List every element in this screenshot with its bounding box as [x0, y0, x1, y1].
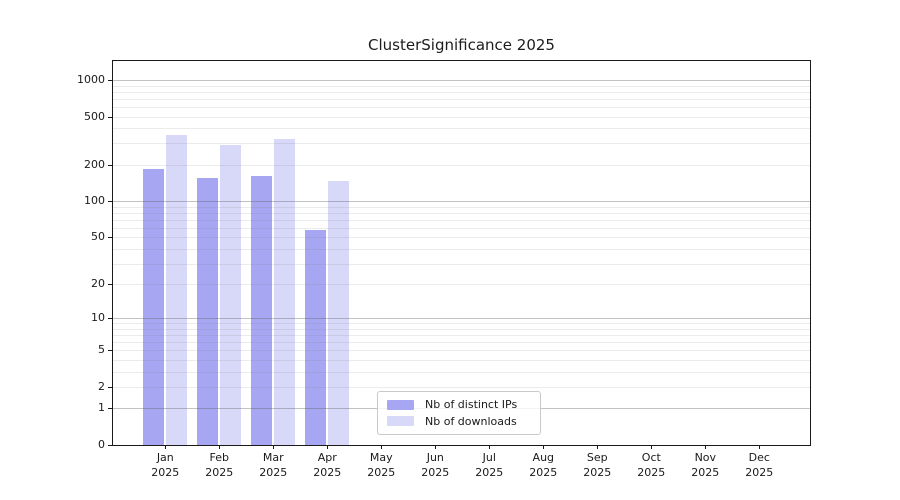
bar-feb-distinct-ips — [197, 177, 219, 445]
x-tick-mark-apr — [327, 445, 329, 449]
y-tick-mark-10 — [108, 318, 112, 320]
legend: Nb of distinct IPs Nb of downloads — [377, 391, 541, 435]
bar-jan-downloads — [166, 135, 188, 445]
gridline-major-1000 — [113, 80, 810, 81]
gridline-minor-600 — [113, 106, 810, 108]
bar-mar-downloads — [274, 138, 296, 445]
gridline-minor-80 — [113, 212, 810, 214]
y-tick-label-0: 0 — [98, 438, 105, 451]
legend-label-distinct-ips: Nb of distinct IPs — [425, 398, 518, 412]
legend-swatch-downloads — [387, 416, 414, 427]
x-tick-mark-mar — [273, 445, 275, 449]
gridline-major-100 — [113, 201, 810, 203]
y-tick-label-20: 20 — [91, 277, 105, 291]
y-tick-label-5: 5 — [98, 343, 105, 357]
gridline-minor-60 — [113, 227, 810, 229]
y-tick-label-1000: 1000 — [77, 73, 105, 86]
legend-swatch-distinct-ips — [387, 399, 414, 410]
legend-item-distinct-ips: Nb of distinct IPs — [387, 398, 531, 411]
x-tick-mark-jul — [489, 445, 491, 449]
y-tick-label-10: 10 — [91, 311, 105, 325]
x-tick-label-nov: Nov 2025 — [691, 451, 720, 479]
x-tick-mark-jun — [435, 445, 437, 449]
gridline-minor-4 — [113, 359, 810, 361]
y-tick-label-50: 50 — [91, 230, 105, 244]
gridline-minor-8 — [113, 328, 810, 330]
gridline-minor-2 — [113, 386, 810, 388]
gridline-minor-9 — [113, 323, 810, 325]
x-tick-label-may: May 2025 — [367, 451, 396, 479]
x-tick-label-jan: Jan 2025 — [151, 451, 180, 479]
x-tick-label-jul: Jul 2025 — [475, 451, 504, 479]
gridline-minor-7 — [113, 335, 810, 337]
bar-jan-distinct-ips — [143, 168, 165, 445]
gridline-minor-70 — [113, 219, 810, 221]
bar-feb-downloads — [220, 145, 242, 445]
y-tick-mark-0 — [108, 445, 112, 446]
x-tick-mark-jan — [165, 445, 167, 449]
y-tick-mark-5 — [108, 350, 112, 352]
y-tick-mark-2 — [108, 386, 112, 388]
gridline-minor-50 — [113, 237, 810, 239]
y-tick-mark-1 — [108, 408, 112, 410]
gridline-minor-40 — [113, 248, 810, 250]
gridline-minor-500 — [113, 116, 810, 118]
x-tick-mark-aug — [543, 445, 545, 449]
x-tick-label-apr: Apr 2025 — [313, 451, 342, 479]
legend-item-downloads: Nb of downloads — [387, 415, 531, 428]
y-tick-label-100: 100 — [84, 194, 105, 208]
gridline-major-10 — [113, 318, 810, 320]
gridline-minor-20 — [113, 284, 810, 286]
y-tick-mark-50 — [108, 237, 112, 239]
gridline-minor-6 — [113, 342, 810, 344]
x-tick-mark-sep — [597, 445, 599, 449]
x-tick-mark-may — [381, 445, 383, 449]
y-tick-mark-200 — [108, 164, 112, 166]
gridline-minor-400 — [113, 128, 810, 130]
chart-title: ClusterSignificance 2025 — [368, 36, 555, 54]
x-tick-label-feb: Feb 2025 — [205, 451, 234, 479]
gridline-minor-300 — [113, 143, 810, 145]
y-tick-mark-20 — [108, 284, 112, 286]
legend-label-downloads: Nb of downloads — [425, 414, 517, 428]
x-tick-label-jun: Jun 2025 — [421, 451, 450, 479]
y-tick-label-1: 1 — [98, 401, 105, 415]
gridline-minor-90 — [113, 206, 810, 208]
y-tick-label-2: 2 — [98, 379, 105, 393]
gridline-minor-800 — [113, 91, 810, 93]
x-tick-label-aug: Aug 2025 — [529, 451, 558, 479]
gridline-minor-30 — [113, 263, 810, 265]
x-tick-mark-feb — [219, 445, 221, 449]
gridline-minor-900 — [113, 85, 810, 87]
bar-mar-distinct-ips — [251, 175, 273, 445]
y-tick-mark-500 — [108, 116, 112, 118]
plot-area — [112, 60, 811, 446]
x-tick-label-mar: Mar 2025 — [259, 451, 288, 479]
y-tick-label-500: 500 — [84, 109, 105, 123]
y-tick-mark-100 — [108, 201, 112, 203]
y-tick-mark-1000 — [108, 80, 112, 81]
gridline-minor-200 — [113, 164, 810, 166]
gridline-minor-5 — [113, 350, 810, 352]
bar-apr-downloads — [328, 181, 350, 445]
x-tick-mark-dec — [759, 445, 761, 449]
gridline-minor-700 — [113, 98, 810, 100]
x-tick-label-oct: Oct 2025 — [637, 451, 666, 479]
x-tick-label-sep: Sep 2025 — [583, 451, 612, 479]
bar-apr-distinct-ips — [305, 229, 327, 445]
x-tick-label-dec: Dec 2025 — [745, 451, 774, 479]
x-tick-mark-nov — [705, 445, 707, 449]
gridline-minor-3 — [113, 371, 810, 373]
y-tick-label-200: 200 — [84, 157, 105, 171]
x-tick-mark-oct — [651, 445, 653, 449]
